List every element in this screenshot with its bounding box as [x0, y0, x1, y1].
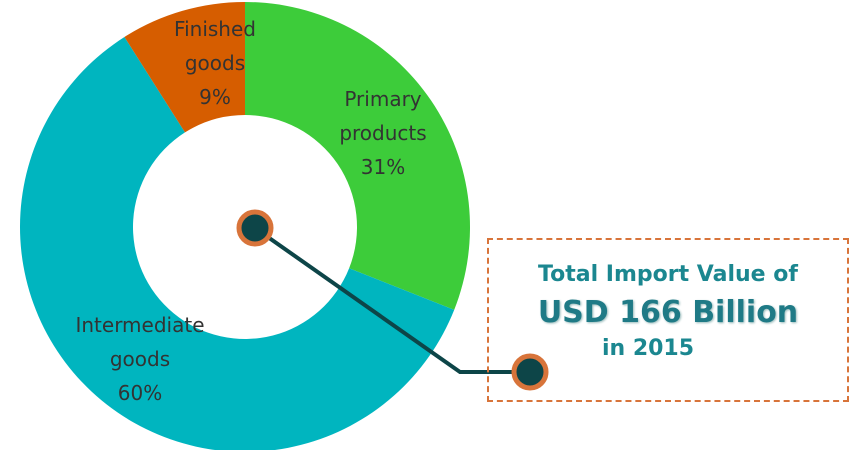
connector: [253, 226, 530, 374]
slice: [124, 2, 245, 133]
category-label: Finished goods: [174, 17, 256, 75]
category-label: Primary products: [339, 87, 427, 145]
value-label: 60%: [117, 381, 163, 405]
slice: [245, 2, 470, 310]
slice: [20, 37, 455, 450]
center-dot: [236, 209, 274, 247]
slice-label: Finished goods 9%: [160, 12, 270, 114]
slice-label: Primary products 31%: [318, 82, 448, 184]
value-label: 31%: [360, 155, 406, 179]
connector-dot: [511, 353, 549, 391]
annotation-box: Total Import Value of USD 166 Billion in…: [487, 238, 849, 402]
value-label: 9%: [199, 85, 231, 109]
annotation-highlight: USD 166 Billion: [537, 295, 799, 330]
category-label: Intermediate goods: [75, 313, 205, 371]
annotation-line: Total Import Value of: [538, 262, 798, 287]
annotation-line: in 2015: [601, 336, 695, 361]
slice-label: Intermediate goods 60%: [50, 308, 230, 410]
slices: [20, 2, 470, 450]
